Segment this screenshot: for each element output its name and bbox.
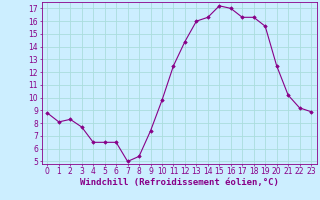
X-axis label: Windchill (Refroidissement éolien,°C): Windchill (Refroidissement éolien,°C)	[80, 178, 279, 187]
